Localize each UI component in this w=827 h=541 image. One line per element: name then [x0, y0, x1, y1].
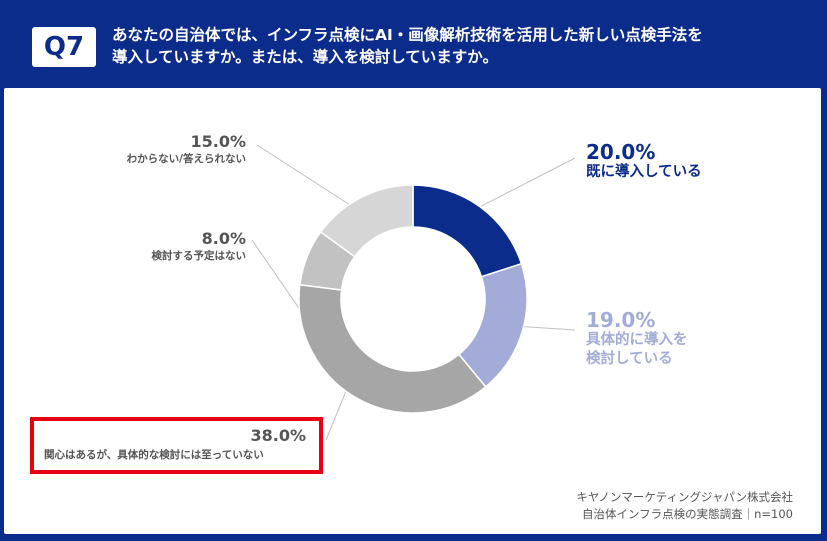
question-title-line-1: あなたの自治体では、インフラ点検にAI・画像解析技術を活用した新しい点検手法を	[112, 26, 703, 44]
category-label-already-introduced: 既に導入している	[586, 164, 702, 180]
donut-slice-already-introduced	[412, 184, 523, 278]
leader-line-interested	[325, 391, 347, 441]
leader-line-already-introduced	[479, 157, 576, 208]
value-label-no-plan: 8.0%	[201, 229, 246, 248]
source-survey: 自治体インフラ点検の実態調査｜n=100	[581, 507, 793, 521]
value-label-considering: 19.0%	[586, 308, 656, 332]
donut-slice-interested	[298, 283, 487, 414]
question-title-line-2: 導入していますか。または、導入を検討していますか。	[112, 48, 498, 66]
leader-line-considering	[523, 326, 576, 331]
slice-label-no-plan: 8.0% 検討する予定はない	[60, 229, 247, 263]
value-label-interested: 38.0%	[250, 426, 306, 445]
question-title: あなたの自治体では、インフラ点検にAI・画像解析技術を活用した新しい点検手法を …	[112, 24, 802, 68]
donut-slice-unknown	[319, 184, 414, 258]
slice-label-unknown: 15.0% わからない/答えられない	[60, 132, 246, 166]
source-note: キヤノンマーケティングジャパン株式会社 自治体インフラ点検の実態調査｜n=100	[576, 489, 793, 523]
leader-line-no-plan	[251, 239, 300, 310]
slice-label-already-introduced: 20.0% 既に導入している	[586, 141, 702, 182]
category-label-unknown: わからない/答えられない	[126, 153, 246, 165]
leader-line-unknown	[256, 144, 350, 205]
slice-label-considering: 19.0% 具体的に導入を 検討している	[586, 309, 688, 369]
question-badge: Q7	[32, 27, 96, 67]
category-label-no-plan: 検討する予定はない	[151, 250, 247, 262]
chart-card	[4, 88, 821, 534]
category-label-considering-line-2: 検討している	[586, 351, 673, 367]
value-label-already-introduced: 20.0%	[586, 140, 656, 164]
question-header: Q7 あなたの自治体では、インフラ点検にAI・画像解析技術を活用した新しい点検手…	[0, 0, 827, 88]
slice-label-interested: 38.0% 関心はあるが、具体的な検討には至っていない	[44, 426, 306, 462]
highlight-box	[30, 417, 323, 474]
category-label-interested: 関心はあるが、具体的な検討には至っていない	[44, 449, 264, 461]
value-label-unknown: 15.0%	[190, 132, 246, 151]
category-label-considering-line-1: 具体的に導入を	[586, 332, 688, 348]
source-company: キヤノンマーケティングジャパン株式会社	[576, 490, 793, 504]
